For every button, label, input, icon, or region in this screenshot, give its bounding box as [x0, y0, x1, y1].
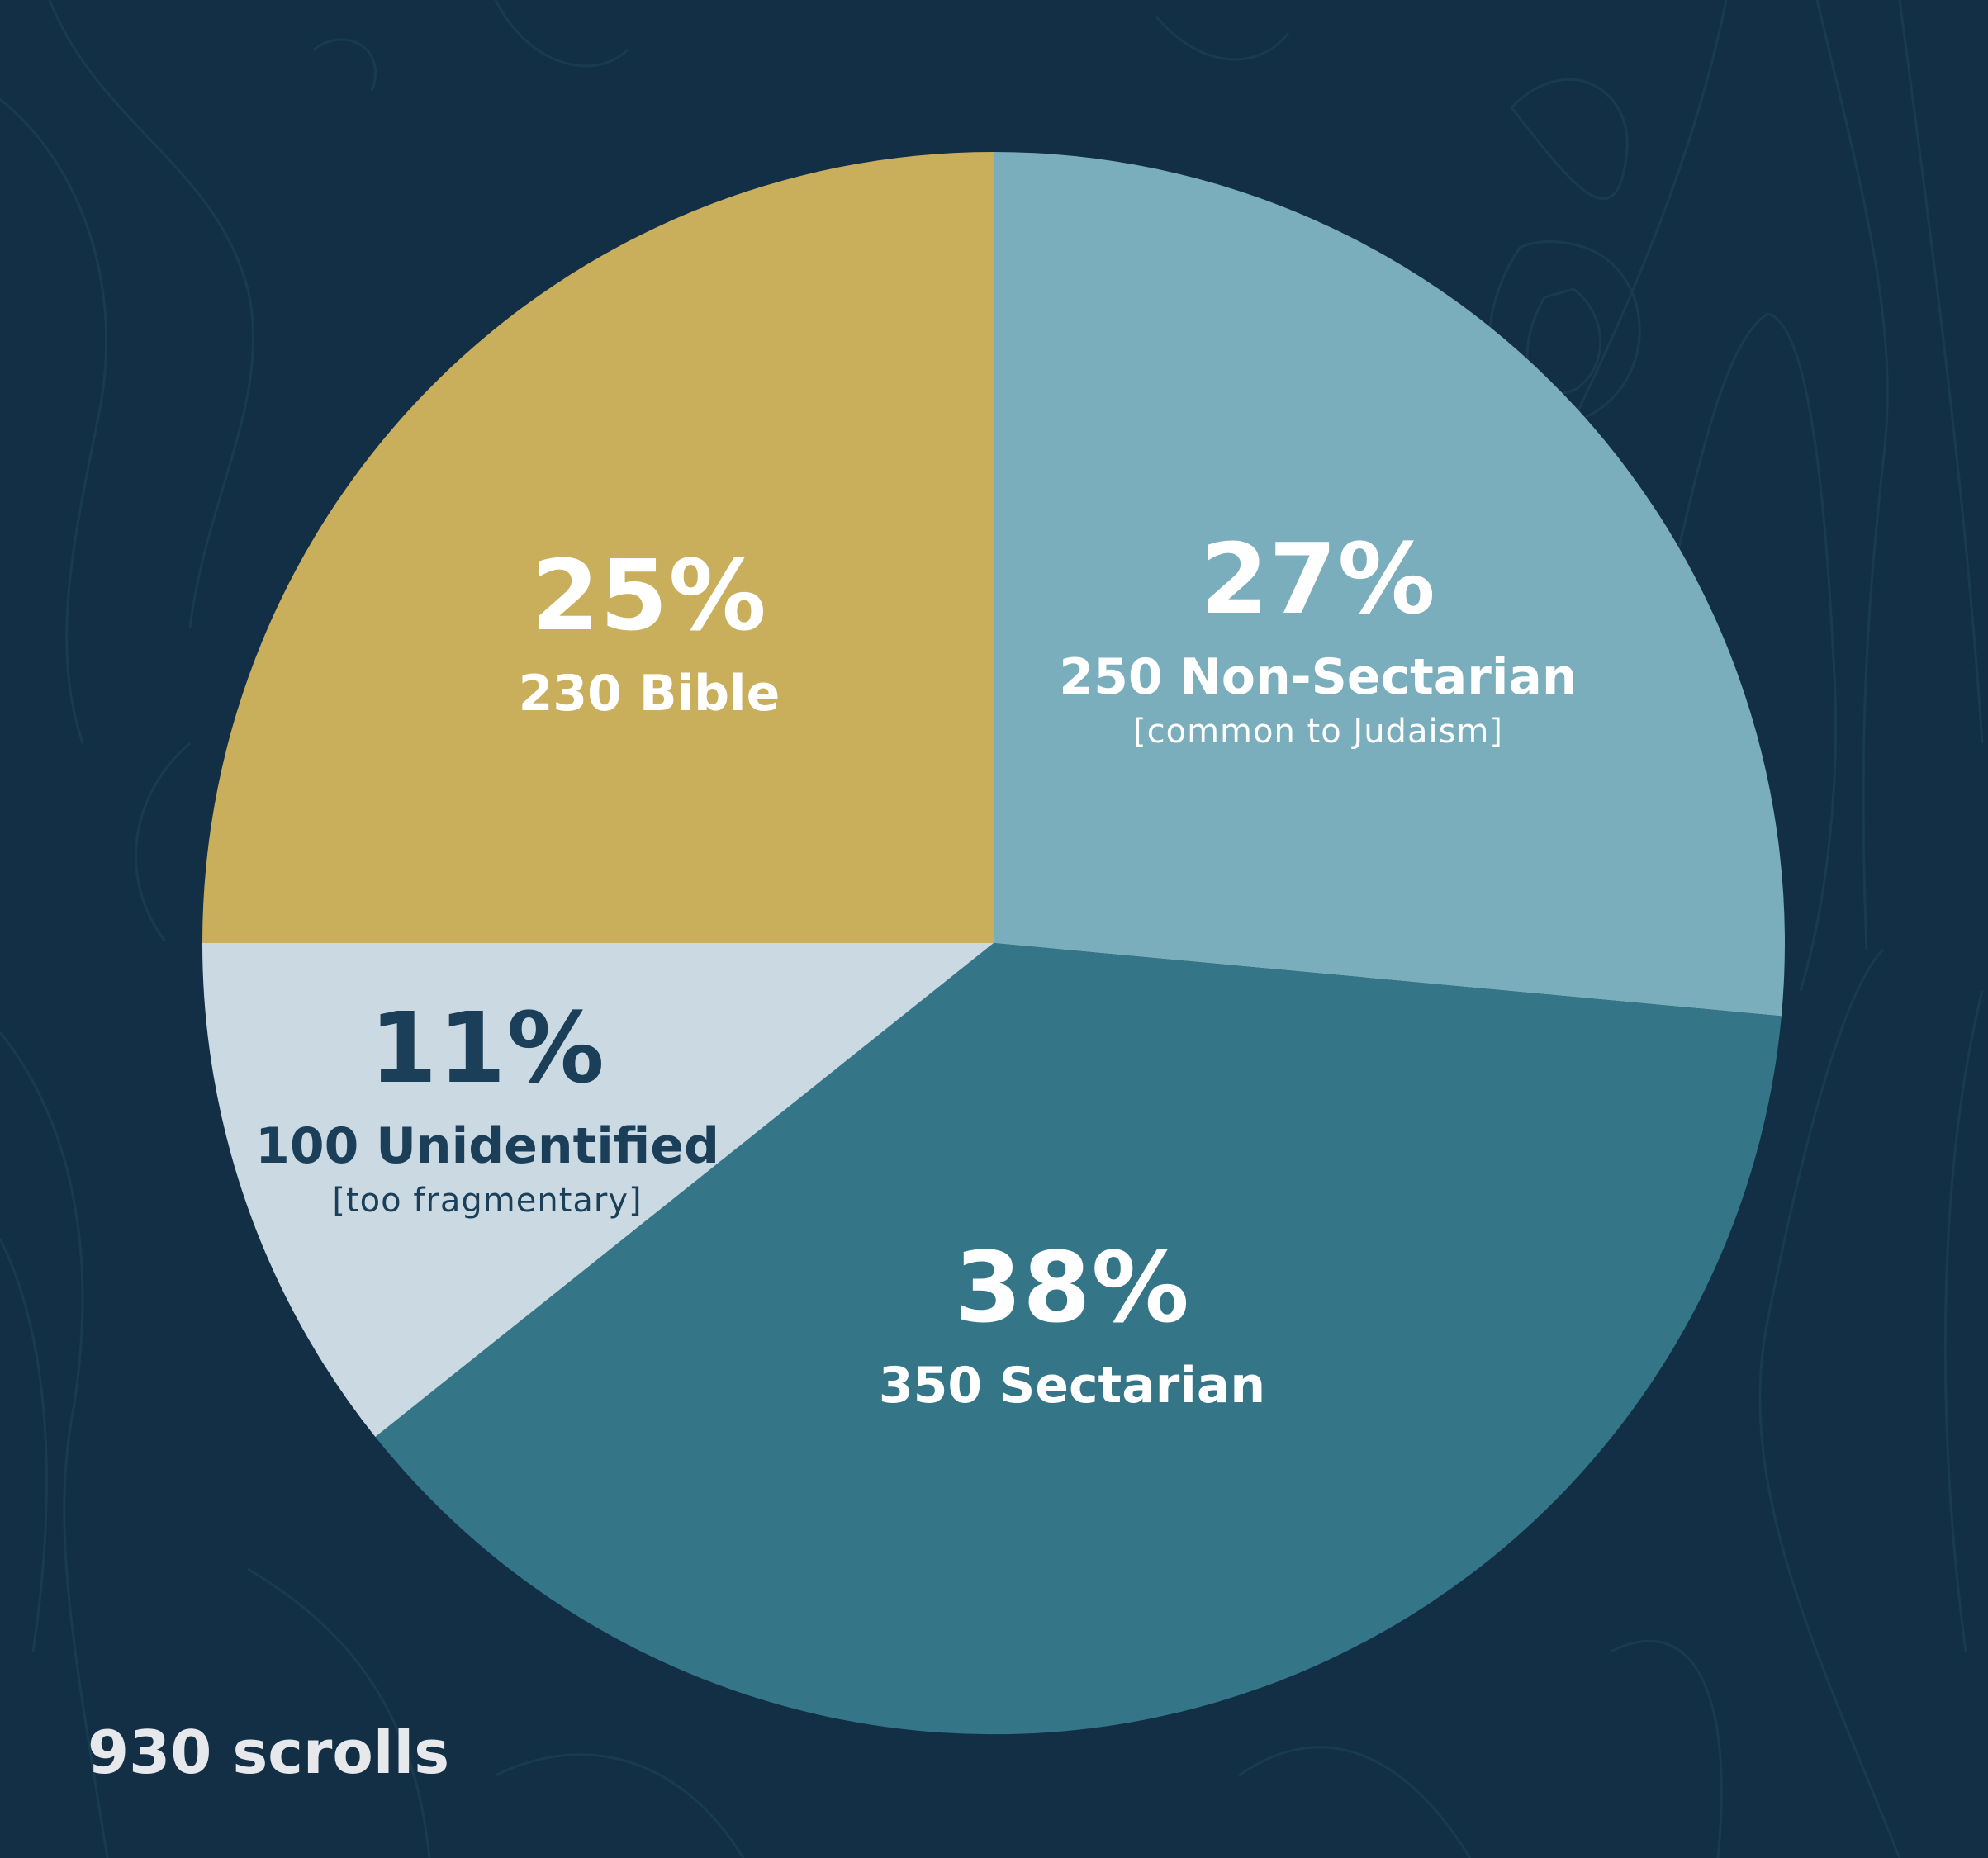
- note-non-sectarian: [common to Judaism]: [1133, 713, 1503, 751]
- percent-sectarian: 38%: [954, 1230, 1190, 1344]
- total-scrolls-label: 930 scrolls: [88, 1718, 450, 1787]
- label-sectarian: 38% 350 Sectarian: [879, 1239, 1265, 1410]
- slice-unidentified[interactable]: [202, 943, 994, 1437]
- note-unidentified: [too fragmentary]: [332, 1182, 643, 1220]
- count-unidentified: 100 Unidentified: [255, 1117, 719, 1175]
- slice-sectarian[interactable]: [375, 943, 1782, 1735]
- count-bible: 230 Bible: [518, 665, 780, 723]
- percent-unidentified: 11%: [369, 991, 605, 1105]
- count-non-sectarian: 250 Non-Sectarian: [1059, 648, 1578, 706]
- label-non-sectarian: 27% 250 Non-Sectarian [common to Judaism…: [1059, 530, 1577, 748]
- label-unidentified: 11% 100 Unidentified [too fragmentary]: [255, 999, 719, 1217]
- slice-non-sectarian[interactable]: [994, 152, 1785, 1017]
- percent-bible: 25%: [531, 538, 767, 652]
- label-bible: 25% 230 Bible: [519, 547, 780, 718]
- slice-bible[interactable]: [202, 152, 994, 943]
- percent-non-sectarian: 27%: [1200, 522, 1436, 636]
- count-sectarian: 350 Sectarian: [878, 1357, 1266, 1415]
